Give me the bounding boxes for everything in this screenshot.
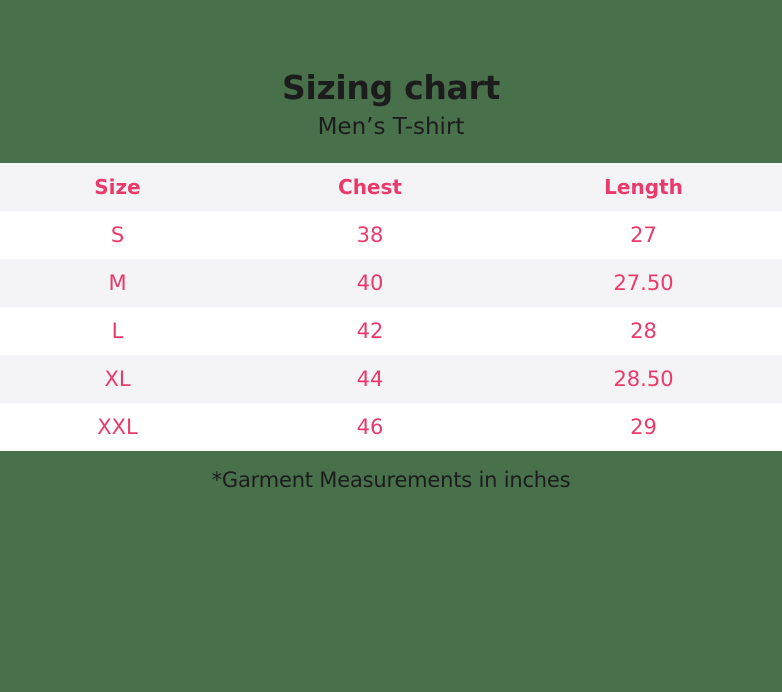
cell-chest: 42: [356, 319, 384, 343]
cell-chest: 38: [356, 223, 384, 247]
sizing-table: Size Chest Length S 38 27 M 40 27.50 L: [0, 163, 782, 451]
page-subtitle: Men’s T-shirt: [317, 114, 465, 141]
cell-length: 28.50: [613, 367, 674, 391]
heading-block: Sizing chart Men’s T-shirt: [0, 0, 782, 141]
column-header-size: Size: [94, 175, 141, 199]
cell-size: S: [110, 223, 125, 247]
column-header-length: Length: [604, 175, 683, 199]
cell-chest: 44: [356, 367, 384, 391]
cell-length: 28: [630, 319, 657, 343]
cell-size: XXL: [97, 415, 138, 439]
table-row: M 40 27.50: [0, 259, 782, 307]
table-row: S 38 27: [0, 211, 782, 259]
table-header-row: Size Chest Length: [0, 163, 782, 211]
cell-chest: 40: [356, 271, 384, 295]
cell-length: 27.50: [613, 271, 674, 295]
cell-length: 29: [630, 415, 657, 439]
size-table-container: Size Chest Length S 38 27 M 40 27.50 L: [0, 163, 782, 451]
table-row: XXL 46 29: [0, 403, 782, 451]
cell-size: XL: [104, 367, 131, 391]
table-body: S 38 27 M 40 27.50 L 42 28 XL 44 28.: [0, 211, 782, 451]
measurement-footnote: *Garment Measurements in inches: [211, 468, 571, 492]
cell-chest: 46: [356, 415, 384, 439]
page-title: Sizing chart: [282, 68, 500, 107]
cell-size: L: [111, 319, 124, 343]
table-header: Size Chest Length: [0, 163, 782, 211]
cell-length: 27: [630, 223, 657, 247]
column-header-chest: Chest: [338, 175, 402, 199]
table-row: L 42 28: [0, 307, 782, 355]
table-row: XL 44 28.50: [0, 355, 782, 403]
cell-size: M: [108, 271, 127, 295]
